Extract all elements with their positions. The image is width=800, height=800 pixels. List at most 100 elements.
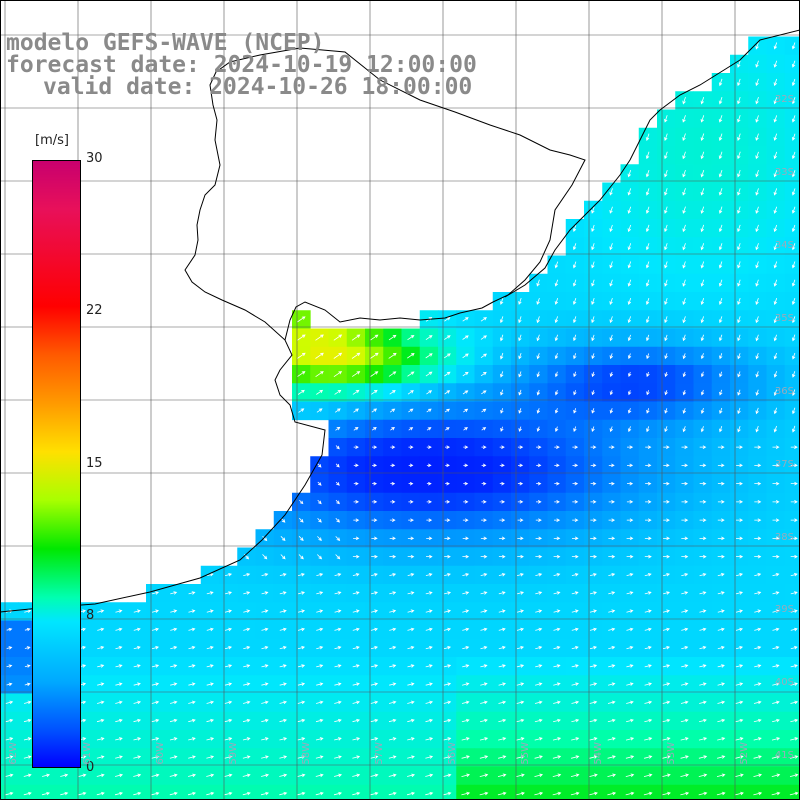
wind-arrow xyxy=(352,573,360,577)
wind-arrow xyxy=(408,481,414,486)
wind-arrow xyxy=(500,334,504,342)
wind-arrow xyxy=(388,737,397,741)
wind-arrow xyxy=(316,700,324,705)
wind-arrow xyxy=(717,481,725,486)
wind-arrow xyxy=(297,737,306,741)
wind-arrow xyxy=(737,60,741,68)
wind-arrow xyxy=(498,591,506,595)
wind-arrow xyxy=(609,371,614,378)
wind-arrow xyxy=(773,297,778,305)
wind-arrow xyxy=(736,536,744,541)
wind-arrow xyxy=(644,664,652,668)
wind-arrow xyxy=(224,627,233,632)
wind-arrow xyxy=(627,426,632,433)
wind-arrow xyxy=(773,243,778,251)
wind-cell xyxy=(730,784,749,800)
wind-arrow xyxy=(114,791,124,796)
lat-label-38s: 38S xyxy=(774,532,794,543)
wind-arrow xyxy=(370,645,379,650)
wind-arrow xyxy=(516,645,525,650)
wind-arrow xyxy=(315,755,324,759)
wind-arrow xyxy=(645,279,650,287)
wind-arrow xyxy=(627,188,632,196)
wind-arrow xyxy=(351,334,361,341)
wind-arrow xyxy=(737,316,741,324)
wind-arrow xyxy=(206,755,215,759)
wind-arrow xyxy=(717,609,725,613)
wind-arrow xyxy=(517,481,524,486)
wind-arrow xyxy=(534,737,543,741)
wind-arrow xyxy=(535,609,543,613)
wind-arrow xyxy=(699,718,707,723)
wind-arrow xyxy=(317,499,322,505)
wind-arrow xyxy=(443,645,452,650)
wind-arrow xyxy=(700,188,705,196)
wind-arrow xyxy=(499,445,505,449)
wind-arrow xyxy=(261,609,269,613)
wind-arrow xyxy=(78,773,87,778)
wind-arrow xyxy=(643,773,653,777)
wind-arrow xyxy=(590,463,597,468)
wind-arrow xyxy=(333,352,343,359)
wind-arrow xyxy=(388,755,397,759)
wind-arrow xyxy=(571,591,579,595)
wind-arrow xyxy=(388,371,397,377)
wind-arrow xyxy=(591,224,595,232)
wind-arrow xyxy=(499,316,504,324)
wind-arrow xyxy=(243,627,251,632)
wind-arrow xyxy=(664,243,668,251)
wind-arrow xyxy=(791,133,796,141)
wind-arrow xyxy=(297,682,306,686)
wind-arrow xyxy=(297,352,306,359)
wind-arrow xyxy=(444,335,451,340)
wind-arrow xyxy=(681,682,689,686)
wind-arrow xyxy=(170,609,178,613)
wind-arrow xyxy=(498,755,507,759)
wind-arrow xyxy=(334,591,342,595)
wind-arrow xyxy=(170,627,178,632)
wind-arrow xyxy=(609,390,614,396)
wind-arrow xyxy=(628,390,632,396)
wind-arrow xyxy=(717,554,725,559)
wind-arrow xyxy=(737,425,741,433)
wind-arrow xyxy=(700,426,705,433)
wind-arrow xyxy=(480,317,488,322)
wind-arrow xyxy=(571,609,579,613)
wind-arrow xyxy=(334,718,342,723)
wind-arrow xyxy=(627,481,634,486)
wind-arrow xyxy=(735,755,744,759)
wind-arrow xyxy=(791,188,796,196)
wind-arrow xyxy=(754,572,762,577)
wind-arrow xyxy=(609,279,613,287)
wind-arrow xyxy=(461,700,470,705)
wind-arrow xyxy=(664,188,668,196)
wind-arrow xyxy=(536,279,540,287)
wind-cell xyxy=(657,784,676,800)
wind-arrow xyxy=(717,737,726,741)
wind-arrow xyxy=(516,682,525,686)
wind-arrow xyxy=(115,609,123,613)
wind-arrow xyxy=(518,463,524,468)
wind-arrow xyxy=(96,773,105,778)
wind-arrow xyxy=(644,609,652,613)
wind-arrow xyxy=(554,371,559,378)
wind-arrow xyxy=(443,682,452,686)
wind-arrow xyxy=(443,773,452,778)
wind-arrow xyxy=(389,682,397,686)
wind-arrow xyxy=(279,664,287,668)
wind-arrow xyxy=(627,445,634,449)
wind-arrow xyxy=(645,463,652,468)
wind-arrow xyxy=(23,791,32,796)
coastline xyxy=(0,47,586,613)
wind-arrow xyxy=(352,389,360,395)
wind-arrow xyxy=(699,536,707,541)
wind-arrow xyxy=(463,463,469,468)
wind-arrow xyxy=(371,427,377,431)
wind-arrow xyxy=(590,500,597,504)
wind-arrow xyxy=(772,481,780,486)
wind-arrow xyxy=(462,627,470,632)
wind-arrow xyxy=(755,169,759,178)
wind-arrow xyxy=(24,609,32,613)
wind-arrow xyxy=(389,609,397,613)
wind-arrow xyxy=(590,554,598,559)
